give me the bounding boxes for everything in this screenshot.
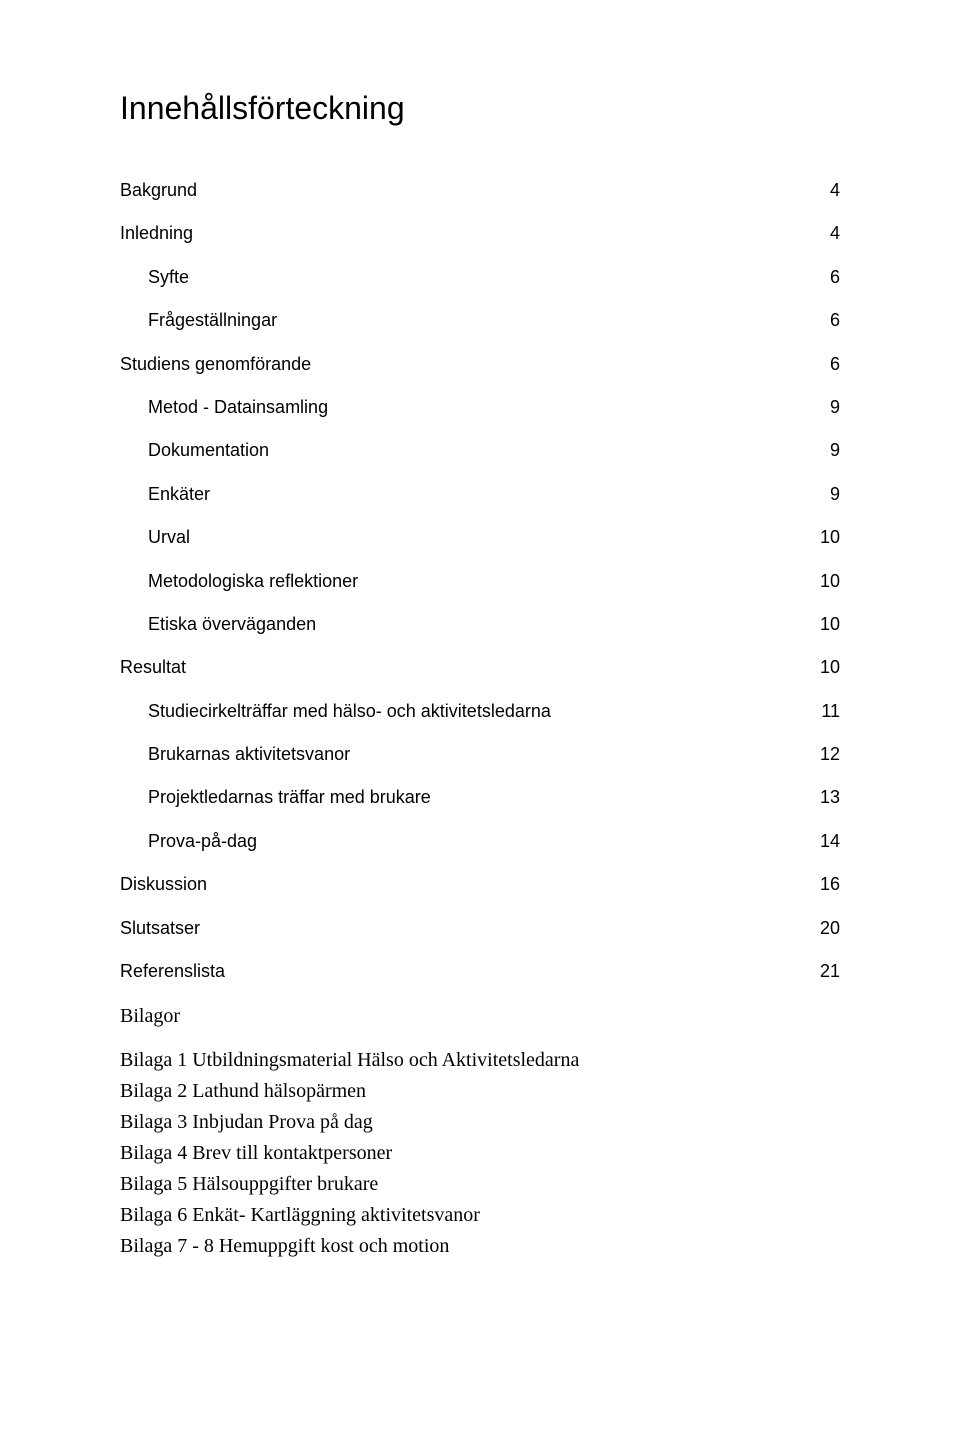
toc-label: Prova-på-dag: [148, 830, 257, 853]
toc-label: Frågeställningar: [148, 309, 277, 332]
toc-row: Projektledarnas träffar med brukare 13: [120, 786, 840, 809]
toc-label: Projektledarnas träffar med brukare: [148, 786, 431, 809]
toc-label: Dokumentation: [148, 439, 269, 462]
toc-page-number: 10: [820, 526, 840, 549]
toc-label: Brukarnas aktivitetsvanor: [148, 743, 350, 766]
toc-page-number: 4: [830, 179, 840, 202]
toc-page-number: 10: [820, 613, 840, 636]
toc-page-number: 4: [830, 222, 840, 245]
toc-page-number: 12: [820, 743, 840, 766]
toc-label: Etiska överväganden: [148, 613, 316, 636]
toc-label: Enkäter: [148, 483, 210, 506]
toc-page-number: 16: [820, 873, 840, 896]
toc-row: Metodologiska reflektioner 10: [120, 570, 840, 593]
toc-label: Slutsatser: [120, 917, 200, 940]
toc-label: Urval: [148, 526, 190, 549]
toc-row: Diskussion 16: [120, 873, 840, 896]
toc-page-number: 6: [830, 353, 840, 376]
appendix-item: Bilaga 4 Brev till kontaktpersoner: [120, 1139, 840, 1168]
appendix-heading: Bilagor: [120, 1005, 840, 1028]
toc-page-number: 14: [820, 830, 840, 853]
toc-row: Urval 10: [120, 526, 840, 549]
toc-label: Bakgrund: [120, 179, 197, 202]
toc-label: Studiecirkelträffar med hälso- och aktiv…: [148, 700, 551, 723]
toc-row: Dokumentation 9: [120, 439, 840, 462]
toc-label: Metod - Datainsamling: [148, 396, 328, 419]
toc-row: Brukarnas aktivitetsvanor 12: [120, 743, 840, 766]
toc-row: Slutsatser 20: [120, 917, 840, 940]
toc-page-number: 21: [820, 960, 840, 983]
appendix-item: Bilaga 7 - 8 Hemuppgift kost och motion: [120, 1232, 840, 1261]
appendix-item: Bilaga 6 Enkät- Kartläggning aktivitetsv…: [120, 1201, 840, 1230]
toc-label: Inledning: [120, 222, 193, 245]
toc-row: Referenslista 21: [120, 960, 840, 983]
toc-row: Bakgrund 4: [120, 179, 840, 202]
toc-row: Resultat 10: [120, 656, 840, 679]
toc-row: Syfte 6: [120, 266, 840, 289]
toc-page-number: 9: [830, 396, 840, 419]
appendix-item: Bilaga 2 Lathund hälsopärmen: [120, 1077, 840, 1106]
toc-row: Frågeställningar 6: [120, 309, 840, 332]
toc-page-number: 11: [821, 700, 840, 723]
toc-page-number: 9: [830, 483, 840, 506]
page-title: Innehållsförteckning: [120, 90, 840, 127]
toc-row: Etiska överväganden 10: [120, 613, 840, 636]
toc-row: Studiecirkelträffar med hälso- och aktiv…: [120, 700, 840, 723]
appendix-item: Bilaga 3 Inbjudan Prova på dag: [120, 1108, 840, 1137]
toc-label: Studiens genomförande: [120, 353, 311, 376]
toc-row: Prova-på-dag 14: [120, 830, 840, 853]
toc-label: Syfte: [148, 266, 189, 289]
toc-page-number: 10: [820, 656, 840, 679]
table-of-contents: Bakgrund4Inledning4Syfte6Frågeställninga…: [120, 179, 840, 983]
toc-row: Inledning 4: [120, 222, 840, 245]
appendix-item: Bilaga 1 Utbildningsmaterial Hälso och A…: [120, 1046, 840, 1075]
appendix-item: Bilaga 5 Hälsouppgifter brukare: [120, 1170, 840, 1199]
document-page: Innehållsförteckning Bakgrund 4 Inledning 4…: [0, 0, 960, 1453]
toc-page-number: 6: [830, 309, 840, 332]
toc-label: Resultat: [120, 656, 186, 679]
toc-label: Metodologiska reflektioner: [148, 570, 358, 593]
toc-page-number: 6: [830, 266, 840, 289]
toc-page-number: 9: [830, 439, 840, 462]
toc-row: Studiens genomförande 6: [120, 353, 840, 376]
toc-page-number: 13: [820, 786, 840, 809]
toc-page-number: 20: [820, 917, 840, 940]
toc-row: Metod - Datainsamling 9: [120, 396, 840, 419]
toc-row: Enkäter 9: [120, 483, 840, 506]
toc-label: Diskussion: [120, 873, 207, 896]
toc-label: Referenslista: [120, 960, 225, 983]
toc-page-number: 10: [820, 570, 840, 593]
appendix-list: Bilaga 1 Utbildningsmaterial Hälso och A…: [120, 1046, 840, 1261]
